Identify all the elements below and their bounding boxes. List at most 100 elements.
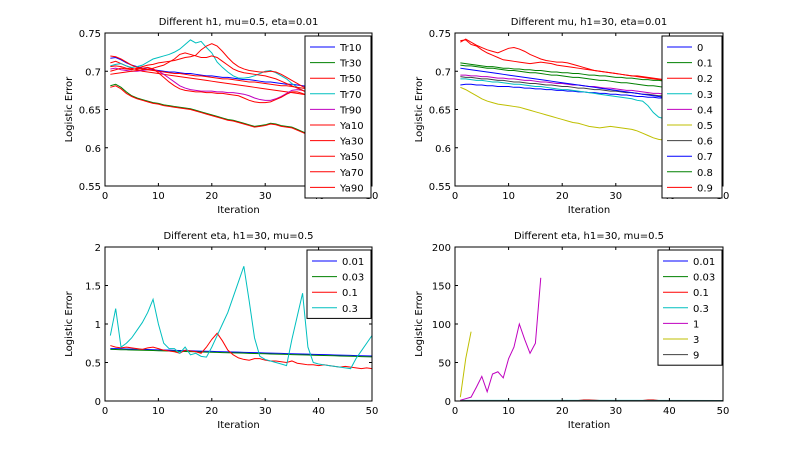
legend-label: Tr30: [339, 59, 361, 70]
y-tick-label: 0.55: [79, 182, 101, 193]
y-tick-label: 0.7: [435, 67, 451, 78]
x-tick-label: 30: [259, 406, 272, 417]
x-tick-label: 30: [609, 191, 622, 202]
x-tick-label: 0: [102, 191, 108, 202]
x-tick-label: 50: [366, 406, 379, 417]
y-tick-label: 0.75: [429, 29, 451, 40]
y-tick-label: 0.5: [85, 359, 101, 370]
legend-label: 0.1: [697, 59, 713, 70]
y-tick-label: 200: [432, 243, 451, 254]
y-axis-label: Logistic Error: [414, 76, 425, 142]
chart-title: Different mu, h1=30, eta=0.01: [511, 17, 667, 28]
y-tick-label: 100: [432, 320, 451, 331]
y-tick-label: 0.7: [85, 67, 101, 78]
y-tick-label: 0.65: [429, 106, 451, 117]
x-tick-label: 50: [717, 191, 730, 202]
legend-label: 0.6: [697, 137, 713, 148]
x-tick-label: 40: [663, 406, 676, 417]
legend-label: 3: [693, 335, 699, 346]
x-tick-label: 0: [452, 191, 458, 202]
series-line-3: [459, 331, 472, 398]
legend-label: 0.1: [693, 288, 709, 299]
x-tick-label: 50: [717, 406, 730, 417]
legend-label: 1: [693, 319, 699, 330]
legend-label: 0: [697, 43, 703, 54]
y-tick-label: 2: [95, 243, 101, 254]
y-tick-label: 1.5: [85, 282, 101, 293]
legend-label: 0.01: [693, 257, 715, 268]
chart-panel-3: 0 10 20 30 40 50 0 0.5 1 1.5 2 Different eta, h1=30…: [64, 231, 378, 431]
chart-title: Different h1, mu=0.5, eta=0.01: [159, 17, 319, 28]
x-tick-label: 40: [312, 406, 325, 417]
x-tick-label: 0: [102, 406, 108, 417]
y-axis-label: Logistic Error: [414, 290, 425, 356]
y-axis-label: Logistic Error: [64, 76, 75, 142]
legend-label: 0.8: [697, 168, 713, 179]
x-tick-label: 10: [152, 191, 165, 202]
x-tick-label: 50: [366, 191, 379, 202]
x-tick-label: 10: [502, 406, 515, 417]
series-line-0.3: [109, 266, 372, 370]
legend-label: 9: [693, 351, 699, 362]
x-tick-label: 20: [556, 191, 569, 202]
legend-label: 0.9: [697, 183, 713, 194]
x-tick-label: 10: [502, 191, 515, 202]
x-tick-label: 30: [609, 406, 622, 417]
legend-label: Tr70: [339, 90, 361, 101]
x-tick-label: 0: [452, 406, 458, 417]
legend-label: Tr10: [339, 43, 361, 54]
legend: 0.01 0.03 0.1 0.3 1 3 9: [657, 249, 723, 366]
legend: 0.01 0.03 0.1 0.3: [306, 249, 372, 319]
y-tick-label: 50: [438, 359, 451, 370]
y-tick-label: 0.65: [79, 106, 101, 117]
y-tick-label: 0.6: [85, 144, 101, 155]
legend-label: Ya70: [339, 168, 364, 179]
x-axis-label: Iteration: [568, 205, 610, 216]
x-axis-label: Iteration: [568, 420, 610, 431]
series-line-0.03: [110, 348, 372, 358]
series-group: [109, 266, 372, 370]
legend-label: 0.7: [697, 152, 713, 163]
chart-title: Different eta, h1=30, mu=0.5: [514, 231, 664, 242]
legend-label: 0.1: [342, 288, 358, 299]
legend-label: Ya50: [339, 152, 364, 163]
y-axis-label: Logistic Error: [64, 290, 75, 356]
legend-label: 0.3: [693, 304, 709, 315]
y-tick-label: 0: [445, 397, 451, 408]
legend-label: 0.5: [697, 121, 713, 132]
legend-label: 0.03: [342, 273, 364, 284]
x-axis-label: Iteration: [217, 420, 259, 431]
legend-label: Ya30: [339, 137, 364, 148]
legend-label: Ya90: [339, 183, 364, 194]
chart-panel-4: 0 10 20 30 40 50 0 50 100 150 200 Different eta, h1…: [414, 231, 729, 431]
y-tick-label: 1: [95, 320, 101, 331]
legend-label: 0.01: [342, 257, 364, 268]
legend-label: 0.03: [693, 273, 715, 284]
series-line-0.01: [110, 348, 372, 357]
legend-label: Tr90: [339, 105, 361, 116]
x-tick-label: 20: [556, 406, 569, 417]
series-line-1: [460, 277, 542, 401]
x-axis-label: Iteration: [217, 205, 259, 216]
legend-box: [661, 35, 723, 199]
legend-label: Ya10: [339, 121, 364, 132]
x-tick-label: 10: [152, 406, 165, 417]
x-tick-label: 30: [259, 191, 272, 202]
legend: 0 0.1 0.2 0.3 0.4 0.5 0.6 0.7 0.8 0.9: [661, 35, 723, 199]
legend-label: Tr50: [339, 74, 361, 85]
legend-label: 0.4: [697, 105, 713, 116]
legend-label: 0.2: [697, 74, 713, 85]
chart-title: Different eta, h1=30, mu=0.5: [163, 231, 313, 242]
x-tick-label: 20: [205, 406, 218, 417]
y-tick-label: 0.75: [79, 29, 101, 40]
legend: Tr10 Tr30 Tr50 Tr70 Tr90 Ya10 Ya30 Ya50 Ya70 Ya90: [304, 35, 372, 199]
y-tick-label: 0.55: [429, 182, 451, 193]
legend-label: 0.3: [342, 304, 358, 315]
legend-label: 0.3: [697, 90, 713, 101]
y-tick-label: 0: [95, 397, 101, 408]
y-tick-label: 150: [432, 282, 451, 293]
y-tick-label: 0.6: [435, 144, 451, 155]
